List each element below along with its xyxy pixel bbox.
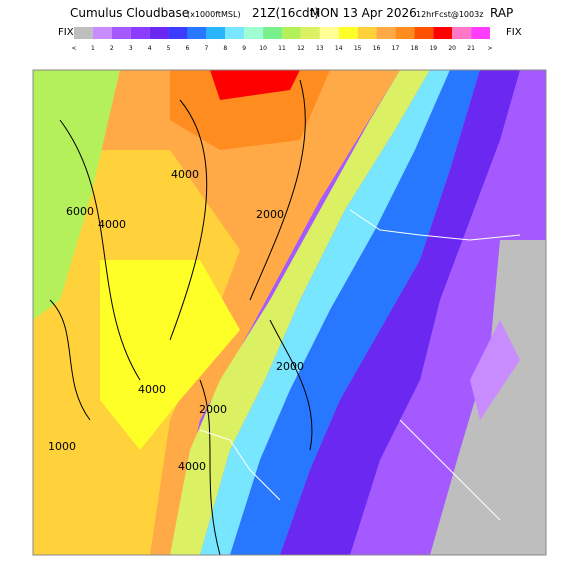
colorbar-swatch [111, 27, 131, 39]
contour-label: 6000 [66, 205, 94, 218]
colorbar-swatch [263, 27, 282, 39]
map-field [33, 70, 546, 555]
colorbar-label: 20 [448, 45, 456, 52]
colorbar-swatch [357, 27, 377, 39]
model: RAP [490, 6, 513, 20]
colorbar-swatch [282, 27, 301, 39]
contour-label: 4000 [178, 460, 206, 473]
date: MON 13 Apr 2026 [310, 6, 417, 20]
colorbar-label: 4 [148, 45, 152, 52]
colorbar-label: 16 [373, 45, 381, 52]
colorbar-swatch [338, 27, 358, 39]
contour-labels: 6000 4000 4000 2000 2000 4000 2000 4000 1000 [48, 168, 304, 473]
colorbar-swatch [168, 27, 188, 39]
colorbar-swatch [74, 27, 93, 39]
colorbar-swatch [92, 27, 112, 39]
colorbar-swatch [452, 27, 472, 39]
colorbar-swatch [225, 27, 245, 39]
colorbar-label: 14 [335, 45, 343, 52]
colorbar-swatch [433, 27, 453, 39]
colorbar-swatch [187, 27, 207, 39]
forecast: 12hrFcst@1003z [416, 10, 483, 19]
colorbar-swatch [149, 27, 169, 39]
contour-label: 2000 [276, 360, 304, 373]
colorbar-label: 21 [467, 45, 475, 52]
colorbar-label: 8 [223, 45, 227, 52]
valid-time: 21Z(16cdt) [252, 6, 319, 20]
colorbar-label: 11 [278, 45, 286, 52]
contour-label: 4000 [138, 383, 166, 396]
colorbar-label: 1 [91, 45, 95, 52]
legend-right-label: FIX [506, 27, 522, 38]
colorbar-label: 13 [316, 45, 324, 52]
units: (x1000ftMSL) [187, 10, 241, 19]
colorbar-label: 15 [354, 45, 362, 52]
colorbar-label: 19 [429, 45, 437, 52]
colorbar-swatch [414, 27, 434, 39]
colorbar-label: 2 [110, 45, 114, 52]
colorbar-label: 3 [129, 45, 133, 52]
colorbar: <1 2 3 4 5 6 7 8 9 10 11 12 13 14 15 16 17 18 19 20 21 > [71, 27, 493, 52]
contour-label: 4000 [171, 168, 199, 181]
colorbar-swatch [376, 27, 396, 39]
colorbar-swatch [206, 27, 226, 39]
title: Cumulus Cloudbase [70, 6, 189, 20]
colorbar-label: 5 [167, 45, 171, 52]
contour-label: 2000 [256, 208, 284, 221]
colorbar-label: 7 [204, 45, 208, 52]
colorbar-label: 6 [186, 45, 190, 52]
colorbar-swatch [244, 27, 264, 39]
colorbar-swatch [395, 27, 415, 39]
colorbar-swatch [300, 27, 320, 39]
contour-label: 1000 [48, 440, 76, 453]
map-frame [32, 69, 547, 556]
colorbar-label: 17 [392, 45, 400, 52]
colorbar-swatch [319, 27, 339, 39]
colorbar-label: 10 [259, 45, 267, 52]
colorbar-label: 9 [242, 45, 246, 52]
colorbar-label: > [487, 45, 492, 52]
legend-left-label: FIX [58, 27, 74, 38]
contour-label: 2000 [199, 403, 227, 416]
colorbar-label: 12 [297, 45, 305, 52]
contour-label: 4000 [98, 218, 126, 231]
colorbar-label: 18 [411, 45, 419, 52]
colorbar-swatch [130, 27, 150, 39]
colorbar-label: < [71, 45, 76, 52]
colorbar-swatch [471, 27, 490, 39]
